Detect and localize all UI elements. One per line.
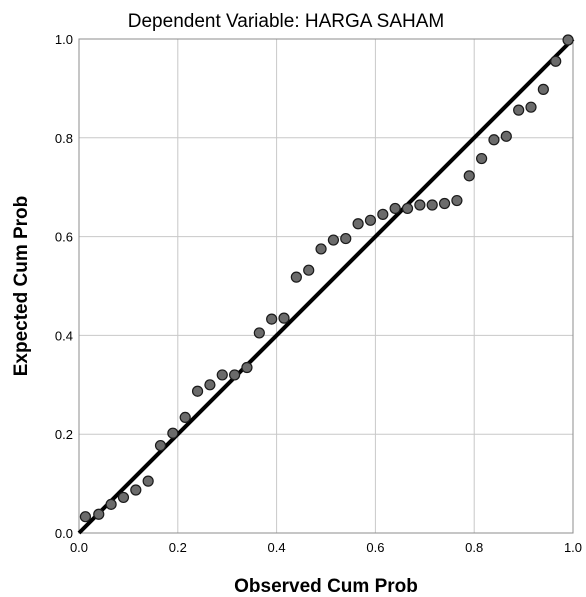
data-point: [401, 202, 414, 215]
data-point: [303, 264, 315, 276]
data-point: [253, 327, 265, 339]
data-point: [167, 427, 179, 439]
data-point: [451, 194, 463, 207]
data-point: [364, 214, 377, 226]
data-point: [463, 170, 475, 182]
data-point: [93, 508, 105, 520]
data-point: [500, 130, 512, 142]
data-point: [130, 484, 142, 496]
data-point: [488, 134, 500, 146]
y-tick-label: 1.0: [55, 32, 73, 47]
data-point: [204, 379, 216, 391]
data-points: [79, 34, 574, 523]
data-point: [340, 232, 352, 245]
data-point: [414, 199, 426, 211]
data-point: [142, 475, 154, 487]
plot-frame: [78, 38, 574, 534]
data-point: [266, 313, 278, 325]
data-point: [290, 271, 302, 283]
data-point: [525, 101, 537, 113]
y-tick-label: 0.2: [55, 427, 73, 442]
x-tick-label: 1.0: [564, 540, 582, 555]
x-tick-label: 0.2: [169, 540, 187, 555]
data-point: [278, 312, 290, 324]
grid: [79, 39, 573, 533]
chart-title: Dependent Variable: HARGA SAHAM: [128, 11, 444, 32]
x-tick-label: 0.6: [366, 540, 384, 555]
data-point: [377, 208, 389, 220]
data-point: [352, 218, 364, 230]
data-point: [179, 411, 191, 424]
x-tick-label: 0.4: [268, 540, 286, 555]
data-point: [216, 369, 228, 381]
data-point: [105, 498, 117, 510]
data-point: [79, 511, 92, 523]
reference-diagonal-line: [77, 37, 575, 535]
data-point: [241, 361, 253, 374]
y-tick-label: 0.4: [55, 328, 73, 343]
data-point: [315, 243, 327, 255]
y-tick-label: 0.0: [55, 526, 73, 541]
data-point: [327, 234, 340, 246]
data-point: [537, 83, 549, 95]
x-tick-label: 0.0: [70, 540, 88, 555]
data-point: [426, 199, 438, 211]
data-point: [389, 202, 401, 215]
data-point: [154, 439, 167, 452]
data-point: [191, 385, 204, 397]
y-tick-label: 0.8: [55, 131, 73, 146]
data-point: [117, 491, 130, 504]
data-point: [438, 197, 451, 210]
data-point: [562, 34, 574, 46]
y-axis-label: Expected Cum Prob: [11, 196, 32, 377]
data-point: [229, 369, 241, 381]
y-tick-label: 0.6: [55, 230, 73, 245]
x-axis-ticks: 0.0 0.2 0.4 0.6 0.8 1.0: [70, 540, 582, 555]
y-axis-ticks: 0.0 0.2 0.4 0.6 0.8 1.0: [55, 32, 73, 541]
data-point: [476, 152, 488, 165]
x-tick-label: 0.8: [465, 540, 483, 555]
data-point: [550, 55, 562, 67]
data-point: [513, 104, 525, 116]
x-axis-label: Observed Cum Prob: [234, 576, 418, 597]
